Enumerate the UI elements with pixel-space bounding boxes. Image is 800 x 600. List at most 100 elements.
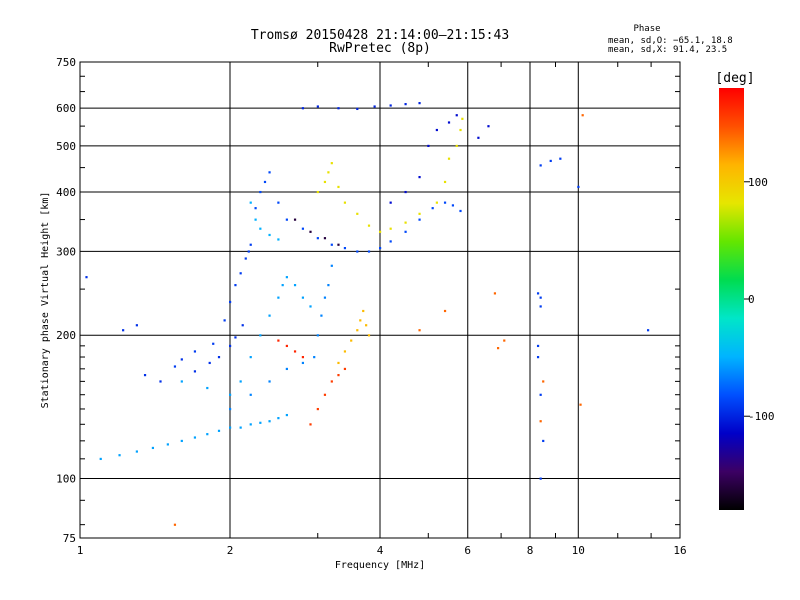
data-point	[536, 344, 540, 348]
data-point	[343, 247, 347, 250]
stats-line-x: mean, sd,X: 91.4, 23.5	[608, 45, 727, 55]
data-point	[389, 240, 392, 243]
data-point	[343, 350, 347, 353]
data-point	[122, 329, 125, 332]
data-point	[536, 292, 540, 295]
data-point	[404, 221, 407, 224]
data-point	[249, 201, 252, 204]
data-point	[259, 334, 262, 337]
data-point	[320, 314, 323, 317]
data-point	[323, 393, 327, 396]
data-point	[356, 250, 359, 253]
data-point	[367, 250, 371, 253]
data-point	[159, 380, 162, 383]
data-point	[249, 243, 252, 246]
data-point	[313, 356, 316, 359]
data-point	[435, 128, 438, 132]
data-point	[229, 426, 232, 429]
data-point	[316, 407, 319, 411]
data-point	[247, 250, 250, 253]
data-point	[496, 347, 500, 350]
data-point	[281, 284, 284, 287]
data-point	[539, 296, 542, 299]
data-point	[404, 230, 407, 233]
data-point	[542, 380, 545, 383]
colorbar-tick-label: 0	[748, 293, 755, 306]
data-point	[229, 407, 232, 411]
data-point	[173, 523, 177, 526]
data-point	[487, 125, 490, 128]
data-point	[316, 237, 319, 240]
data-point	[293, 218, 297, 221]
data-point	[285, 276, 288, 279]
data-point	[259, 227, 262, 230]
data-point	[277, 339, 280, 342]
data-point	[135, 450, 138, 453]
colorbar-tick-label: -100	[748, 410, 775, 423]
data-point	[539, 477, 542, 480]
data-point	[327, 284, 330, 287]
data-point	[135, 324, 138, 327]
data-point	[285, 218, 288, 221]
data-point	[118, 454, 121, 457]
data-point	[365, 324, 368, 327]
data-point	[343, 201, 347, 204]
data-point	[539, 164, 542, 167]
data-point	[581, 114, 584, 117]
data-point	[461, 117, 464, 120]
y-tick-label: 400	[56, 186, 76, 199]
data-point	[459, 209, 462, 213]
data-point	[241, 324, 244, 327]
data-point	[277, 417, 280, 420]
data-point	[542, 439, 545, 443]
data-point	[539, 393, 542, 396]
data-point	[293, 350, 297, 353]
data-point	[285, 367, 288, 371]
y-axis-label: Stationary phase Virtual Height [km]	[40, 192, 51, 409]
data-point	[223, 319, 226, 322]
data-point	[85, 276, 88, 279]
data-point	[447, 121, 451, 124]
data-point	[455, 144, 458, 148]
data-point	[367, 334, 371, 337]
data-point	[277, 238, 280, 241]
data-point	[536, 356, 540, 359]
data-point	[244, 257, 247, 260]
data-point	[263, 180, 267, 184]
data-point	[327, 171, 330, 174]
data-point	[373, 105, 376, 108]
y-tick-label: 500	[56, 140, 76, 153]
data-point	[323, 237, 327, 240]
data-point	[418, 175, 421, 179]
data-point	[285, 413, 288, 417]
data-point	[646, 329, 650, 332]
data-point	[268, 171, 271, 174]
data-point	[301, 356, 305, 359]
data-point	[268, 314, 271, 317]
data-point	[356, 212, 359, 215]
data-point	[193, 436, 197, 439]
data-point	[343, 367, 347, 371]
data-point	[206, 433, 209, 436]
x-tick-label: 1	[77, 544, 84, 557]
data-point	[301, 296, 305, 299]
data-point	[359, 319, 362, 322]
plot-grid	[80, 62, 680, 538]
data-point	[337, 374, 340, 377]
data-point	[579, 403, 582, 406]
data-point	[301, 227, 305, 230]
data-point	[316, 334, 319, 337]
data-point	[301, 107, 305, 110]
data-point	[427, 144, 430, 148]
data-point	[477, 136, 480, 139]
colorbar-tick-label: 100	[748, 176, 768, 189]
x-tick-label: 16	[673, 544, 686, 557]
data-point	[166, 443, 169, 446]
data-point	[330, 243, 333, 246]
data-point	[239, 272, 242, 275]
y-tick-label: 300	[56, 245, 76, 258]
data-point	[443, 309, 447, 313]
data-point	[99, 457, 102, 461]
data-point	[455, 114, 458, 117]
